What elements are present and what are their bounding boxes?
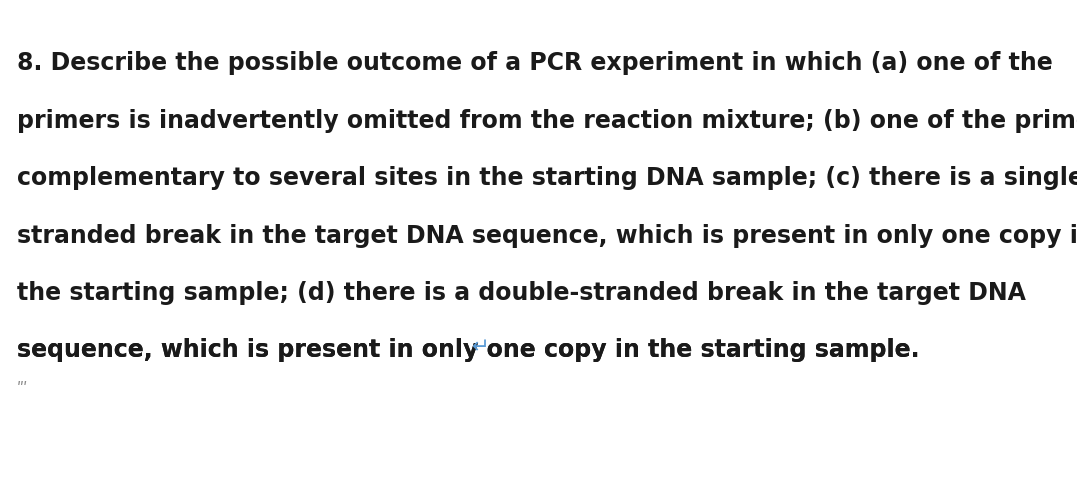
Text: stranded break in the target DNA sequence, which is present in only one copy in: stranded break in the target DNA sequenc… (17, 224, 1077, 247)
Text: primers is inadvertently omitted from the reaction mixture; (b) one of the prime: primers is inadvertently omitted from th… (17, 109, 1077, 132)
Text: complementary to several sites in the starting DNA sample; (c) there is a single: complementary to several sites in the st… (17, 166, 1077, 190)
Text: sequence, which is present in only one copy in the starting sample.: sequence, which is present in only one c… (17, 338, 920, 362)
Text: ↵: ↵ (471, 337, 489, 357)
Text: 8. Describe the possible outcome of a PCR experiment in which (a) one of the: 8. Describe the possible outcome of a PC… (17, 51, 1052, 75)
Text: sequence, which is present in only one copy in the starting sample.: sequence, which is present in only one c… (17, 338, 920, 362)
Text: sequence, which is present in only one copy in the starting sample. ↵: sequence, which is present in only one c… (17, 338, 948, 362)
Text: the starting sample; (d) there is a double-stranded break in the target DNA: the starting sample; (d) there is a doub… (17, 281, 1025, 305)
Text: ʺʹ: ʺʹ (17, 382, 28, 397)
